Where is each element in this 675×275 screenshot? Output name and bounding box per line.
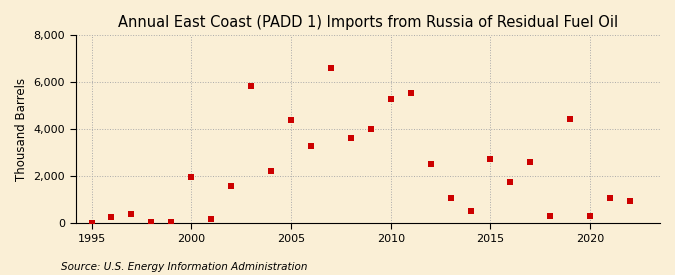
Point <box>485 156 496 161</box>
Point <box>246 84 256 89</box>
Point <box>446 196 456 200</box>
Point <box>286 118 296 122</box>
Point <box>266 169 277 173</box>
Point <box>585 214 595 218</box>
Point <box>565 117 576 122</box>
Point <box>126 212 137 216</box>
Point <box>306 144 317 148</box>
Point <box>624 199 635 204</box>
Point <box>405 91 416 95</box>
Point <box>505 180 516 185</box>
Title: Annual East Coast (PADD 1) Imports from Russia of Residual Fuel Oil: Annual East Coast (PADD 1) Imports from … <box>117 15 618 30</box>
Point <box>325 65 336 70</box>
Point <box>525 160 536 164</box>
Point <box>346 136 356 140</box>
Point <box>605 195 616 200</box>
Y-axis label: Thousand Barrels: Thousand Barrels <box>15 78 28 181</box>
Point <box>106 215 117 219</box>
Point <box>186 174 196 179</box>
Point <box>425 161 436 166</box>
Point <box>86 221 97 225</box>
Point <box>385 97 396 101</box>
Point <box>545 214 556 218</box>
Point <box>146 220 157 224</box>
Point <box>365 127 376 132</box>
Text: Source: U.S. Energy Information Administration: Source: U.S. Energy Information Administ… <box>61 262 307 272</box>
Point <box>206 217 217 221</box>
Point <box>465 208 476 213</box>
Point <box>166 220 177 224</box>
Point <box>225 184 236 189</box>
